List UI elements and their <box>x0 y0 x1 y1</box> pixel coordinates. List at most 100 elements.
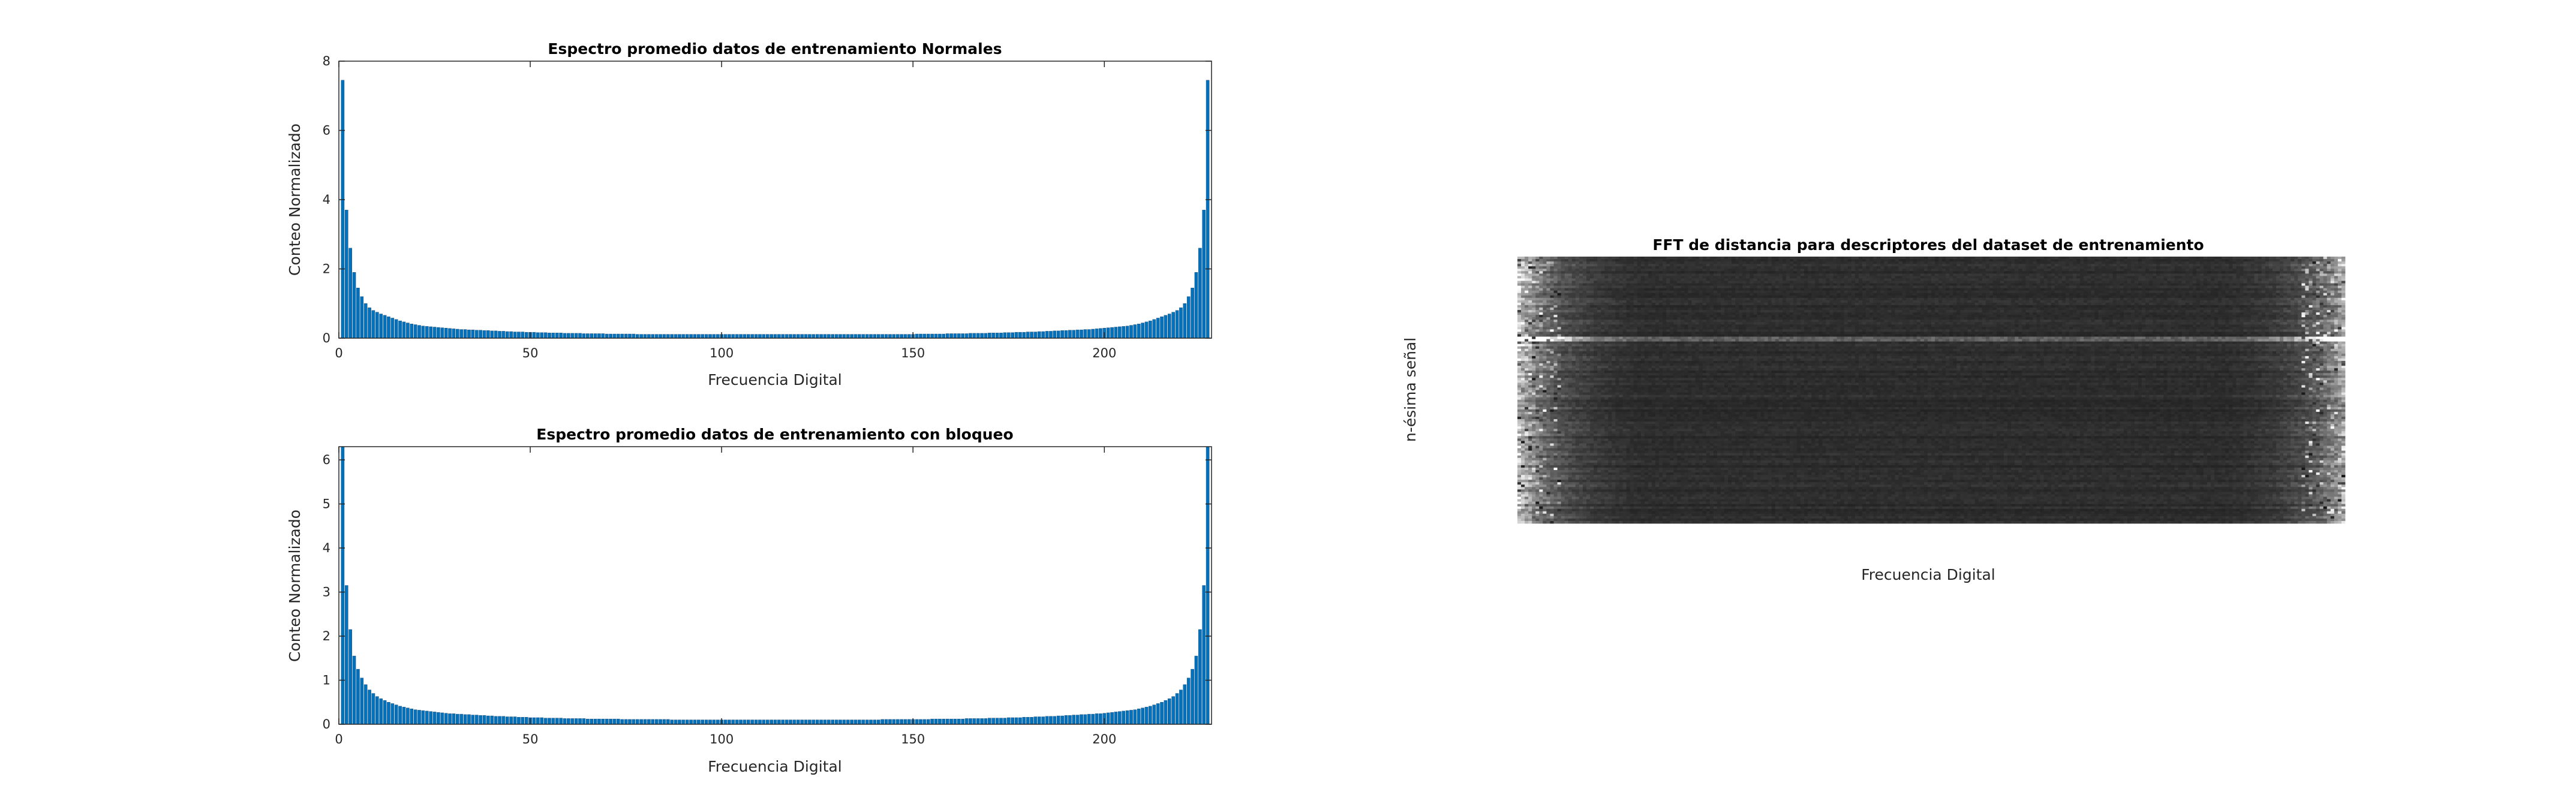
bar <box>552 718 555 724</box>
heatmap-cell <box>1692 266 1696 269</box>
heatmap-cell <box>2076 271 2080 273</box>
heatmap-cell <box>1837 269 1841 271</box>
heatmap-cell <box>1681 257 1684 259</box>
bar <box>429 327 432 338</box>
bar <box>705 720 708 724</box>
heatmap-cell <box>1899 288 1902 291</box>
heatmap-cell <box>1953 278 1956 281</box>
heatmap-cell <box>1601 269 1604 271</box>
heatmap-cell <box>2316 300 2320 303</box>
heatmap-cell <box>1924 281 1928 283</box>
bar <box>449 713 452 724</box>
heatmap-cell <box>2309 266 2312 269</box>
heatmap-cell <box>1833 278 1837 281</box>
heatmap-cell <box>2258 276 2262 278</box>
heatmap-cell <box>2117 298 2120 300</box>
heatmap-cell <box>2087 259 2091 261</box>
heatmap-cell <box>1753 288 1757 291</box>
heatmap-cell <box>1815 303 1818 305</box>
heatmap-cell <box>2171 276 2174 278</box>
heatmap-cell <box>1673 271 1677 273</box>
heatmap-cell <box>2240 261 2243 264</box>
heatmap-cell <box>1920 273 1924 276</box>
heatmap-cell <box>1779 298 1783 300</box>
heatmap-cell <box>2341 264 2345 266</box>
heatmap-cell <box>1681 271 1684 273</box>
heatmap-cell <box>1521 261 1525 264</box>
heatmap-cell <box>2298 271 2301 273</box>
x-axis-label: Frecuencia Digital <box>708 371 842 389</box>
bar <box>1191 669 1194 724</box>
heatmap-cell <box>2138 300 2142 303</box>
heatmap-cell <box>1535 259 1539 261</box>
heatmap-cell <box>2251 257 2255 259</box>
heatmap-cell <box>1554 264 1558 266</box>
heatmap-cell <box>1830 303 1833 305</box>
heatmap-cell <box>1844 257 1848 259</box>
heatmap-cell <box>1670 296 1673 298</box>
heatmap-cell <box>2232 259 2236 261</box>
heatmap-cell <box>2327 300 2331 303</box>
x-tick-labels: 0 50 100 150 200 <box>335 346 1116 360</box>
heatmap-cell <box>2211 257 2214 259</box>
heatmap-cell <box>2025 293 2029 296</box>
heatmap-cell <box>2222 257 2225 259</box>
heatmap-cell <box>2044 298 2048 300</box>
heatmap-cell <box>2051 296 2055 298</box>
heatmap-cell <box>2007 298 2011 300</box>
heatmap-cell <box>1546 288 1550 291</box>
heatmap-cell <box>1739 276 1742 278</box>
heatmap-cell <box>2025 273 2029 276</box>
heatmap-cell <box>1841 266 1844 269</box>
heatmap-cell <box>1645 266 1648 269</box>
heatmap-cell <box>1960 273 1964 276</box>
heatmap-cell <box>1804 296 1808 298</box>
bar <box>575 718 578 724</box>
heatmap-cell <box>2048 293 2051 296</box>
heatmap-cell <box>1645 281 1648 283</box>
heatmap-cell <box>2106 259 2109 261</box>
heatmap-cell <box>2062 278 2066 281</box>
heatmap-cell <box>1666 288 1670 291</box>
heatmap-cell <box>2084 298 2087 300</box>
heatmap-cell <box>1964 286 1967 288</box>
heatmap-cell <box>2015 269 2018 271</box>
heatmap-cell <box>2058 281 2062 283</box>
heatmap-cell <box>1768 288 1772 291</box>
heatmap-cell <box>1645 264 1648 266</box>
heatmap-cell <box>1684 291 1688 293</box>
heatmap-cell <box>1775 273 1779 276</box>
heatmap-cell <box>2058 273 2062 276</box>
heatmap-cell <box>1684 264 1688 266</box>
heatmap-cell <box>1793 298 1797 300</box>
heatmap-cell <box>1594 296 1597 298</box>
bar <box>923 334 926 338</box>
heatmap-cell <box>1655 303 1659 305</box>
heatmap-cell <box>2029 284 2033 286</box>
heatmap-cell <box>1953 293 1956 296</box>
heatmap-cell <box>1714 271 1717 273</box>
heatmap-cell <box>1659 264 1663 266</box>
heatmap-cell <box>2037 276 2040 278</box>
bar <box>609 719 612 724</box>
heatmap-cell <box>1550 298 1553 300</box>
heatmap-cell <box>1891 264 1895 266</box>
heatmap-cell <box>1783 296 1786 298</box>
heatmap-cell <box>1902 271 1906 273</box>
heatmap-cell <box>2109 271 2113 273</box>
heatmap-cell <box>2244 298 2247 300</box>
heatmap-cell <box>2196 276 2200 278</box>
heatmap-cell <box>2316 278 2320 281</box>
bar <box>479 330 482 338</box>
heatmap-cell <box>1775 281 1779 283</box>
heatmap-cell <box>1844 286 1848 288</box>
heatmap-cell <box>2247 293 2251 296</box>
heatmap-cell <box>1964 281 1967 283</box>
heatmap-cell <box>1724 284 1728 286</box>
heatmap-cell <box>1641 288 1645 291</box>
heatmap-cell <box>2135 271 2138 273</box>
heatmap-cell <box>1757 298 1760 300</box>
heatmap-cell <box>1873 286 1877 288</box>
heatmap-cell <box>2193 273 2196 276</box>
heatmap-cell <box>1768 303 1772 305</box>
